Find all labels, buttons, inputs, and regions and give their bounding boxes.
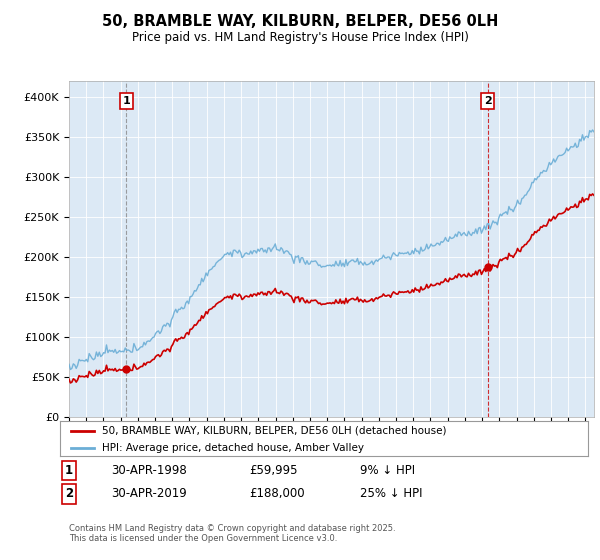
Text: HPI: Average price, detached house, Amber Valley: HPI: Average price, detached house, Ambe… bbox=[102, 442, 364, 452]
Text: 9% ↓ HPI: 9% ↓ HPI bbox=[360, 464, 415, 477]
Text: Contains HM Land Registry data © Crown copyright and database right 2025.
This d: Contains HM Land Registry data © Crown c… bbox=[69, 524, 395, 543]
Text: £59,995: £59,995 bbox=[249, 464, 298, 477]
Text: 50, BRAMBLE WAY, KILBURN, BELPER, DE56 0LH: 50, BRAMBLE WAY, KILBURN, BELPER, DE56 0… bbox=[102, 14, 498, 29]
Text: Price paid vs. HM Land Registry's House Price Index (HPI): Price paid vs. HM Land Registry's House … bbox=[131, 31, 469, 44]
Text: 1: 1 bbox=[65, 464, 73, 477]
Text: 30-APR-2019: 30-APR-2019 bbox=[111, 487, 187, 501]
Text: 30-APR-1998: 30-APR-1998 bbox=[111, 464, 187, 477]
Text: 50, BRAMBLE WAY, KILBURN, BELPER, DE56 0LH (detached house): 50, BRAMBLE WAY, KILBURN, BELPER, DE56 0… bbox=[102, 426, 447, 436]
Text: 2: 2 bbox=[484, 96, 491, 106]
Text: 2: 2 bbox=[65, 487, 73, 501]
Text: 25% ↓ HPI: 25% ↓ HPI bbox=[360, 487, 422, 501]
Text: 1: 1 bbox=[122, 96, 130, 106]
Text: £188,000: £188,000 bbox=[249, 487, 305, 501]
